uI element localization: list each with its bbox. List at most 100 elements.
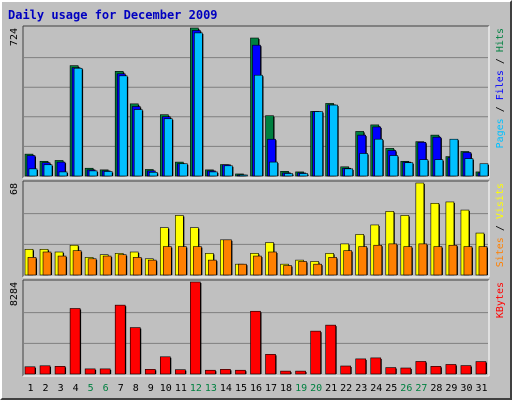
x-tick-label-day-21: 21 <box>325 383 337 394</box>
legend-separator: / <box>495 100 506 118</box>
x-tick-label-day-8: 8 <box>133 383 139 394</box>
x-tick-label-day-27: 27 <box>415 383 427 394</box>
bar-sites-day-11 <box>178 246 187 276</box>
bar-sites-day-26 <box>403 246 413 276</box>
bar-pages-day-23 <box>359 153 369 177</box>
panel-2-ymax-label: 68 <box>9 183 20 195</box>
panel-3-ymax-label: 8284 <box>9 282 20 306</box>
bar-sites-day-25 <box>388 243 398 276</box>
x-tick-label-day-25: 25 <box>385 383 397 394</box>
x-tick-label-day-18: 18 <box>280 383 292 394</box>
bar-pages-day-21 <box>329 104 338 177</box>
x-tick-label-day-5: 5 <box>88 383 94 394</box>
legend-hits: Hits <box>495 28 506 52</box>
bar-sites-day-31 <box>478 246 488 276</box>
bar-kbytes-day-12 <box>190 281 201 375</box>
bar-sites-day-5 <box>87 258 97 276</box>
x-tick-label-day-31: 31 <box>475 383 487 394</box>
x-tick-label-day-6: 6 <box>103 383 109 394</box>
bar-kbytes-day-23 <box>355 358 367 375</box>
bar-pages-day-2 <box>43 164 53 177</box>
bar-kbytes-day-19 <box>295 370 306 375</box>
bar-pages-day-14 <box>224 165 233 177</box>
bar-kbytes-day-24 <box>370 357 382 375</box>
x-tick-label-day-22: 22 <box>340 383 352 394</box>
bar-sites-day-17 <box>268 251 277 276</box>
bar-sites-day-27 <box>418 243 428 276</box>
bar-kbytes-day-6 <box>99 368 111 375</box>
legend-kbytes: KBytes <box>495 282 506 318</box>
bar-pages-day-28 <box>434 159 444 177</box>
bar-kbytes-day-3 <box>54 366 66 375</box>
bar-kbytes-day-25 <box>385 367 397 375</box>
bar-kbytes-day-11 <box>175 369 186 375</box>
bar-kbytes-day-5 <box>84 368 96 375</box>
bar-sites-day-29 <box>448 244 458 276</box>
bar-pages-day-16 <box>254 74 263 177</box>
legend-separator: / <box>495 219 506 237</box>
bar-sites-day-21 <box>328 257 337 276</box>
bar-pages-day-11 <box>179 163 188 177</box>
x-tick-label-day-13: 13 <box>205 383 217 394</box>
x-tick-label-day-23: 23 <box>355 383 367 394</box>
bar-pages-day-4 <box>73 67 83 177</box>
x-tick-label-day-15: 15 <box>235 383 247 394</box>
bar-pages-day-20 <box>314 111 323 177</box>
bar-sites-day-8 <box>132 257 142 276</box>
bar-kbytes-day-20 <box>310 330 321 375</box>
x-tick-label-day-9: 9 <box>148 383 154 394</box>
bar-sites-day-28 <box>433 246 443 276</box>
panel-3-legend: KBytes <box>495 282 506 318</box>
bar-pages-day-26 <box>404 162 414 177</box>
bar-pages-day-15 <box>239 174 248 177</box>
bar-pages-day-30 <box>464 158 474 177</box>
bar-pages-day-5 <box>88 170 98 177</box>
bar-sites-day-24 <box>373 244 383 276</box>
bar-sites-day-2 <box>42 251 52 276</box>
x-tick-label-day-10: 10 <box>160 383 172 394</box>
bar-sites-day-16 <box>253 255 262 276</box>
bar-pages-day-12 <box>194 32 203 177</box>
bar-pages-day-7 <box>118 75 128 177</box>
bar-pages-day-9 <box>148 172 158 177</box>
x-tick-label-day-4: 4 <box>73 383 79 394</box>
panel-1-ymax-label: 724 <box>9 28 20 46</box>
bar-sites-day-19 <box>298 261 307 276</box>
x-tick-label-day-11: 11 <box>175 383 187 394</box>
x-tick-label-day-12: 12 <box>190 383 202 394</box>
x-tick-label-day-17: 17 <box>265 383 277 394</box>
bar-sites-day-3 <box>57 255 67 276</box>
bar-sites-day-23 <box>358 246 368 276</box>
bar-sites-day-15 <box>238 263 247 276</box>
bar-sites-day-18 <box>283 265 292 276</box>
x-tick-label-day-29: 29 <box>445 383 457 394</box>
bar-pages-day-8 <box>133 109 143 177</box>
bar-kbytes-day-14 <box>220 369 231 375</box>
bar-pages-day-19 <box>299 173 308 177</box>
panel-2-legend: Sites / Visits <box>495 183 506 267</box>
bar-pages-day-25 <box>389 155 399 177</box>
x-tick-label-day-28: 28 <box>430 383 442 394</box>
bar-kbytes-day-30 <box>460 365 472 375</box>
bar-sites-day-22 <box>343 250 352 276</box>
bar-pages-day-18 <box>284 173 293 177</box>
bar-kbytes-day-17 <box>265 354 276 375</box>
bar-kbytes-day-13 <box>205 369 216 375</box>
bar-kbytes-day-15 <box>235 369 246 375</box>
bar-pages-day-3 <box>58 171 68 177</box>
bar-kbytes-day-26 <box>400 367 412 375</box>
legend-files: Files <box>495 70 506 100</box>
chart-title: Daily usage for December 2009 <box>8 8 218 22</box>
bar-kbytes-day-22 <box>340 365 351 375</box>
bar-kbytes-day-7 <box>114 304 126 375</box>
bar-kbytes-day-9 <box>144 369 156 375</box>
bar-sites-day-1 <box>27 257 37 276</box>
x-tick-label-day-7: 7 <box>118 383 124 394</box>
bar-sites-day-14 <box>223 239 232 276</box>
bar-pages-day-13 <box>209 171 218 177</box>
bar-pages-day-27 <box>419 159 429 177</box>
bar-pages-day-22 <box>344 168 353 177</box>
bar-sites-day-6 <box>102 255 112 276</box>
x-tick-label-day-24: 24 <box>370 383 382 394</box>
